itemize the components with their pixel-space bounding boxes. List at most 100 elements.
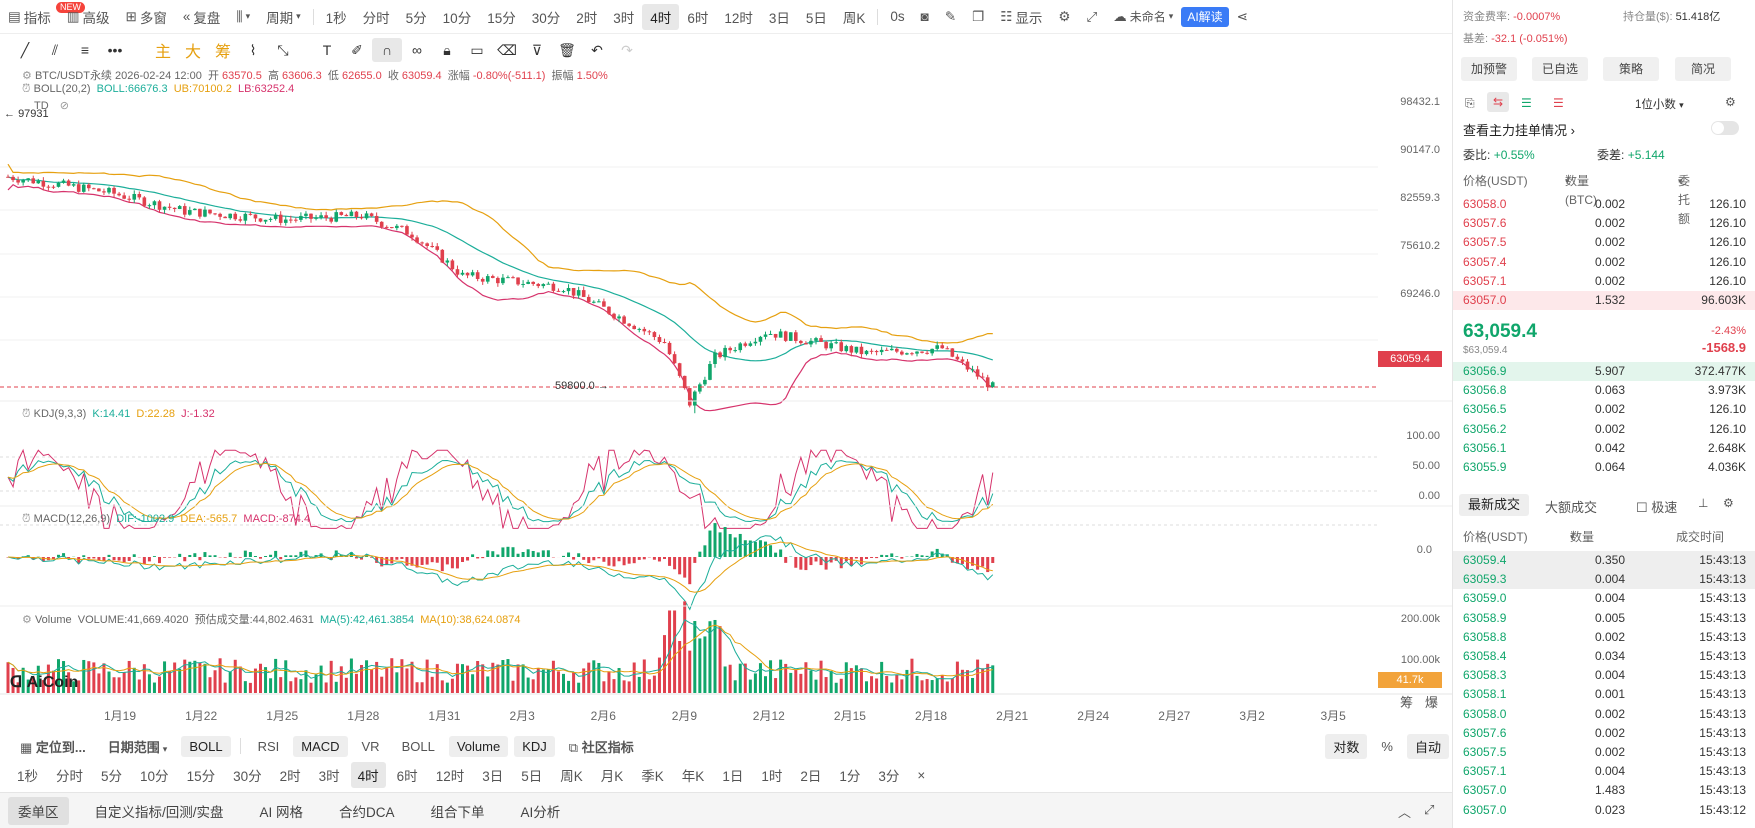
- lock-icon[interactable]: 🔒︎: [443, 41, 451, 58]
- bid-row[interactable]: 63056.2 0.002 126.10: [1453, 420, 1755, 439]
- display-menu[interactable]: ☷ 显示: [1000, 8, 1043, 26]
- period-bar-item[interactable]: 年K: [681, 769, 705, 784]
- ask-row[interactable]: 63057.1 0.002 126.10: [1453, 272, 1755, 291]
- ask-row[interactable]: 63057.5 0.002 126.10: [1453, 233, 1755, 252]
- period-11[interactable]: 3日: [768, 10, 790, 26]
- period-bar-item[interactable]: 1日: [722, 769, 744, 784]
- close-icon[interactable]: ×: [917, 767, 926, 783]
- footer-tab[interactable]: AI 网格: [259, 804, 304, 820]
- period-2[interactable]: 5分: [405, 10, 427, 26]
- log-scale-button[interactable]: 对数: [1325, 733, 1368, 759]
- tab-boll-sub[interactable]: BOLL: [401, 738, 435, 754]
- settings-icon[interactable]: ⚙: [1058, 8, 1071, 24]
- period-3[interactable]: 10分: [442, 10, 472, 26]
- big-order-button[interactable]: 大: [184, 44, 201, 61]
- decimal-select[interactable]: 1位小数 ▾: [1635, 99, 1684, 111]
- volume-info[interactable]: ⚙ Volume VOLUME:41,669.4020 预估成交量:44,802…: [22, 614, 521, 626]
- bid-row[interactable]: 63056.8 0.063 3.973K: [1453, 381, 1755, 400]
- footer-tab[interactable]: 自定义指标/回测/实盘: [94, 804, 224, 820]
- parallel-tool-icon[interactable]: ⫽: [51, 41, 59, 58]
- filter-icon[interactable]: ⊽: [531, 41, 543, 58]
- period-bar-item[interactable]: 15分: [186, 769, 216, 784]
- layout-asks-icon[interactable]: ☰: [1553, 96, 1564, 110]
- big-orders-toggle[interactable]: [1711, 121, 1739, 135]
- pen-icon[interactable]: ✎: [944, 8, 957, 24]
- period-bar-item[interactable]: 3分: [878, 769, 900, 784]
- copy-icon[interactable]: ❐: [972, 8, 985, 24]
- ask-row[interactable]: 63057.0 1.532 96.603K: [1453, 291, 1755, 310]
- indicator-menu[interactable]: ▤ 指标 NEW: [0, 1, 85, 30]
- macd-info[interactable]: ⏰︎ MACD(12,26,9) DIF:-1002.9 DEA:-565.7 …: [22, 513, 311, 525]
- period-4[interactable]: 15分: [487, 10, 516, 26]
- big-orders-link[interactable]: 查看主力挂单情况 ›: [1463, 123, 1575, 138]
- period-bar-item[interactable]: 4时: [350, 762, 386, 788]
- period-bar-item[interactable]: 季K: [641, 769, 664, 784]
- share-icon[interactable]: ⋖: [1236, 8, 1248, 24]
- period-10[interactable]: 12时: [724, 10, 753, 26]
- footer-tab[interactable]: AI分析: [520, 804, 561, 820]
- trash-icon[interactable]: 🗑︎: [558, 41, 576, 58]
- dots-line-icon[interactable]: •••: [107, 42, 123, 58]
- tab-volume[interactable]: Volume: [448, 735, 509, 757]
- period-bar-item[interactable]: 10分: [140, 769, 169, 784]
- add-alert-button[interactable]: 加预警: [1461, 57, 1517, 81]
- filter-icon[interactable]: ⊥: [1698, 496, 1709, 510]
- brush-icon[interactable]: ✐: [351, 41, 363, 58]
- period-bar-item[interactable]: 1时: [761, 769, 783, 784]
- ask-row[interactable]: 63057.4 0.002 126.10: [1453, 253, 1755, 272]
- bid-row[interactable]: 63056.9 5.907 372.477K: [1453, 362, 1755, 381]
- camera-icon[interactable]: ◙: [920, 9, 929, 24]
- period-menu[interactable]: 周期 ▾: [266, 10, 301, 26]
- period-5[interactable]: 30分: [531, 10, 561, 26]
- measure-icon[interactable]: ⤡: [277, 41, 289, 58]
- advanced-menu[interactable]: ▥ 高级: [66, 8, 110, 26]
- period-bar-item[interactable]: 1秒: [17, 769, 39, 784]
- bid-row[interactable]: 63056.1 0.042 2.648K: [1453, 439, 1755, 458]
- horizontal-lines-icon[interactable]: ≡: [80, 42, 90, 58]
- line-tool-icon[interactable]: ╱: [20, 41, 30, 58]
- percent-scale-button[interactable]: %: [1381, 738, 1393, 754]
- period-bar-item[interactable]: 2时: [279, 769, 301, 784]
- tab-vr[interactable]: VR: [361, 738, 380, 754]
- ask-row[interactable]: 63057.6 0.002 126.10: [1453, 214, 1755, 233]
- wave-icon[interactable]: ⌇: [249, 41, 257, 58]
- footer-tab[interactable]: 组合下单: [430, 804, 485, 820]
- tab-big-trades[interactable]: 大额成交: [1545, 500, 1598, 515]
- period-12[interactable]: 5日: [805, 10, 827, 26]
- tab-latest-trades[interactable]: 最新成交: [1459, 494, 1529, 516]
- overview-button[interactable]: 简况: [1675, 57, 1731, 81]
- tab-macd[interactable]: MACD: [293, 735, 348, 757]
- locate-button[interactable]: ▦ 定位到...: [20, 739, 86, 755]
- period-bar-item[interactable]: 30分: [233, 769, 262, 784]
- footer-tab[interactable]: 委单区: [8, 796, 69, 825]
- period-bar-item[interactable]: 12时: [435, 769, 465, 784]
- period-bar-item[interactable]: 分时: [56, 769, 84, 784]
- bid-row[interactable]: 63056.5 0.002 126.10: [1453, 400, 1755, 419]
- link-icon[interactable]: ∞: [412, 42, 422, 58]
- fast-mode-checkbox[interactable]: ☐ 极速: [1636, 500, 1678, 515]
- chart-canvas[interactable]: [0, 66, 1452, 706]
- period-bar-item[interactable]: 3日: [482, 769, 504, 784]
- replay-menu[interactable]: «复盘: [182, 9, 221, 26]
- period-bar-item[interactable]: 6时: [396, 769, 418, 784]
- boll-info[interactable]: ⏰︎ BOLL(20,2) BOLL:66676.3 UB:70100.2 LB…: [22, 83, 295, 95]
- date-range-button[interactable]: 日期范围 ▾: [107, 739, 168, 755]
- period-bar-item[interactable]: 5分: [101, 769, 123, 784]
- tab-kdj[interactable]: KDJ: [514, 735, 555, 757]
- text-tool-icon[interactable]: T: [322, 42, 332, 58]
- period-6[interactable]: 2时: [576, 10, 598, 26]
- layout-bids-icon[interactable]: ☰: [1521, 96, 1532, 110]
- chart-area[interactable]: ⚙ BTC/USDT永续 2026-02-24 12:00 开 63570.5 …: [0, 66, 1452, 723]
- ai-interpret-button[interactable]: AI解读: [1181, 6, 1229, 27]
- period-7[interactable]: 3时: [613, 10, 635, 26]
- period-bar-item[interactable]: 3时: [318, 769, 340, 784]
- ask-row[interactable]: 63058.0 0.002 126.10: [1453, 195, 1755, 214]
- td-info[interactable]: TD ⊘: [34, 100, 69, 112]
- period-bar-item[interactable]: 2日: [800, 769, 822, 784]
- account-menu[interactable]: ☁ 未命名 ▾: [1113, 8, 1174, 25]
- candle-type-menu[interactable]: ⫼ ▾: [228, 4, 258, 30]
- period-bar-item[interactable]: 1分: [839, 769, 861, 784]
- auto-scale-button[interactable]: 自动: [1406, 733, 1449, 759]
- period-13[interactable]: 周K: [842, 10, 866, 26]
- eraser-icon[interactable]: ⌫: [497, 41, 517, 58]
